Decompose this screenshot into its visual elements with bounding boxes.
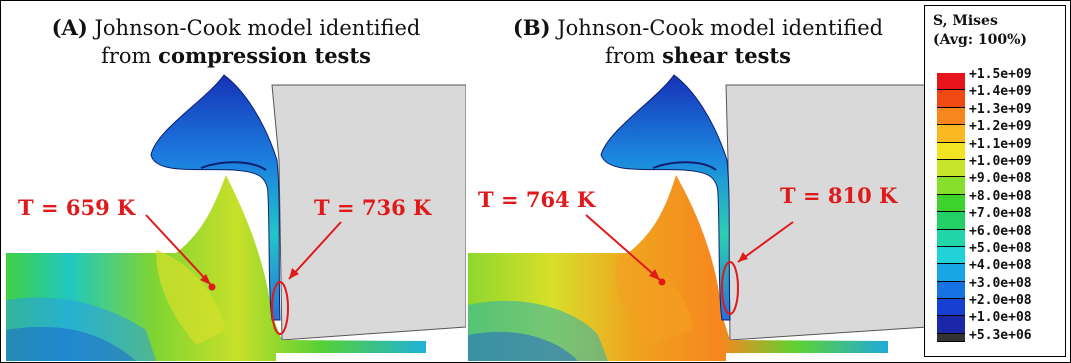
panel-b-temp-label-right: T = 810 K	[780, 183, 898, 208]
legend-label: +1.0e+09	[969, 153, 1032, 169]
panel-a: (A) Johnson-Cook model identified from c…	[6, 0, 466, 361]
legend-swatch	[937, 212, 965, 230]
legend-label: +6.0e+08	[969, 223, 1032, 239]
legend-label: +7.0e+08	[969, 206, 1032, 222]
legend-title: S, Mises (Avg: 100%)	[933, 13, 1028, 48]
panel-a-title: (A) Johnson-Cook model identified from c…	[51, 15, 421, 68]
panel-b-shear-zone-marker	[721, 261, 739, 315]
legend-label: +8.0e+08	[969, 188, 1032, 204]
legend-swatch	[937, 90, 965, 108]
legend-label: +1.4e+09	[969, 84, 1032, 100]
panel-b-point-marker	[658, 278, 666, 286]
legend-swatch	[937, 229, 965, 247]
panel-b-title: (B) Johnson-Cook model identified from s…	[512, 15, 884, 68]
legend-labels: +1.5e+09 +1.4e+09 +1.3e+09 +1.2e+09 +1.1e+09…	[969, 66, 1032, 344]
panel-a-arrow-right	[288, 221, 342, 280]
panel-a-contour-plot	[6, 74, 466, 361]
legend-swatch	[937, 125, 965, 143]
panel-a-arrow-left	[145, 214, 212, 286]
legend-swatch	[937, 159, 965, 178]
panel-a-temp-label-left: T = 659 K	[18, 195, 136, 220]
panel-b-workpiece	[468, 175, 888, 361]
legend-swatch	[937, 316, 965, 334]
panel-b-contour-plot	[468, 74, 928, 361]
legend-swatch	[937, 73, 965, 91]
panel-a-shear-zone-marker	[271, 281, 289, 335]
legend-label: +1.1e+09	[969, 136, 1032, 152]
legend-swatch	[937, 107, 965, 126]
panel-a-point-marker	[208, 283, 216, 291]
legend-swatch	[937, 177, 965, 195]
panel-b-temp-label-left: T = 764 K	[478, 187, 596, 212]
legend-label: +5.3e+06	[969, 327, 1032, 343]
panel-a-chip	[150, 74, 281, 321]
legend-label: +1.3e+09	[969, 101, 1032, 117]
legend-swatch	[937, 142, 965, 160]
panel-b-tool	[725, 84, 928, 341]
panel-a-tool	[271, 84, 466, 341]
legend-label: +2.0e+08	[969, 293, 1032, 309]
legend-label: +3.0e+08	[969, 275, 1032, 291]
legend-label: +4.0e+08	[969, 258, 1032, 274]
legend-label: +9.0e+08	[969, 171, 1032, 187]
legend-swatch	[937, 194, 965, 213]
legend-swatch	[937, 299, 965, 317]
legend-swatch	[937, 264, 965, 282]
legend-swatch	[937, 333, 965, 342]
legend-label: +1.0e+08	[969, 310, 1032, 326]
panel-b: (B) Johnson-Cook model identified from s…	[468, 0, 928, 361]
legend-swatch	[937, 246, 965, 265]
legend-swatch	[937, 281, 965, 300]
stress-legend: S, Mises (Avg: 100%) +1.5e+09 +1.4e+09 +1.…	[924, 5, 1066, 357]
legend-label: +5.0e+08	[969, 240, 1032, 256]
legend-color-bar	[937, 73, 965, 342]
panel-b-chip	[600, 74, 731, 321]
legend-label: +1.5e+09	[969, 67, 1032, 82]
panel-b-arrow-left	[585, 214, 661, 281]
panel-b-arrow-right	[737, 221, 794, 263]
legend-label: +1.2e+09	[969, 119, 1032, 135]
panel-a-temp-label-right: T = 736 K	[314, 195, 432, 220]
